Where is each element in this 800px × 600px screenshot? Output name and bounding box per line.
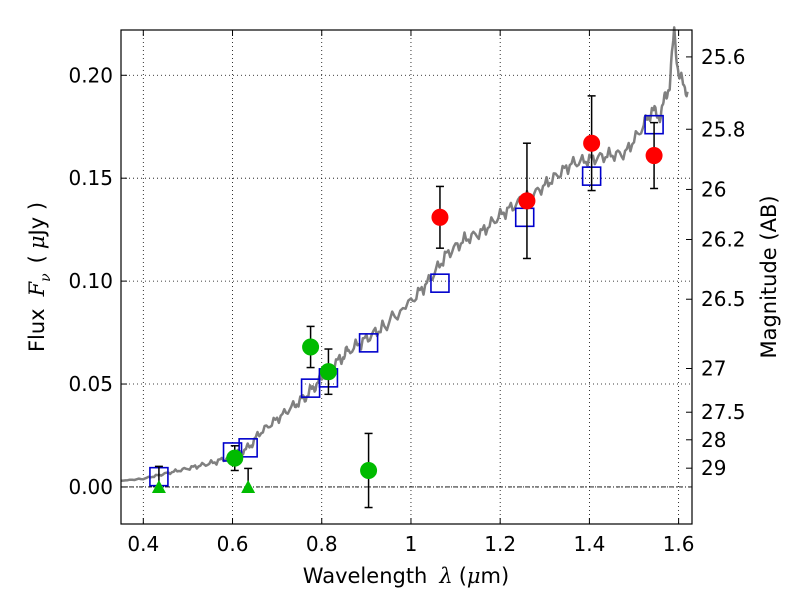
triangle-marker <box>241 479 256 493</box>
magnitude-tick-label: 27 <box>701 357 726 381</box>
circle-marker <box>302 338 320 356</box>
square-marker <box>430 273 450 293</box>
x-tick-label: 1.6 <box>663 532 695 556</box>
plot-frame <box>120 29 693 525</box>
square-marker <box>238 438 258 458</box>
spectrum-polyline <box>120 26 689 483</box>
magnitude-tick-label: 25.8 <box>701 117 746 141</box>
grid-lines <box>121 30 692 524</box>
x-tick-label: 0.8 <box>306 532 338 556</box>
circle-marker <box>583 134 601 152</box>
x-tick-label: 1.4 <box>573 532 605 556</box>
circle-marker <box>431 208 449 226</box>
magnitude-tick-label: 28 <box>701 428 726 452</box>
x-tick-label: 0.4 <box>127 532 159 556</box>
y-axis-label: FluxFν(μJy ) <box>25 202 54 352</box>
square-marker <box>514 207 535 228</box>
magnitude-axis-label: Magnitude (AB) <box>757 195 781 358</box>
axis-ticks: 0.4 0.6 0.8 1 1.2 1.4 1.6 0.00 0.05 0.10 0.15 0.20 2… <box>68 30 746 556</box>
magnitude-tick-label: 26.2 <box>701 227 746 251</box>
circle-marker <box>360 461 378 479</box>
magnitude-tick-label: 25.6 <box>701 45 746 69</box>
magnitude-tick-label: 27.5 <box>701 400 746 424</box>
magnitude-tick-label: 26 <box>701 177 726 201</box>
x-tick-label: 0.6 <box>217 532 249 556</box>
circle-marker <box>226 449 244 467</box>
data-series <box>149 95 664 509</box>
spectrum-line <box>120 26 689 483</box>
triangle-marker <box>151 479 166 493</box>
y-tick-label: 0.05 <box>68 372 113 396</box>
square-marker <box>300 378 321 398</box>
magnitude-tick-label: 29 <box>701 456 726 480</box>
square-marker <box>358 333 379 353</box>
x-axis-label: Wavelength λ (μm) <box>303 564 509 588</box>
magnitude-tick-label: 26.5 <box>701 287 746 311</box>
y-tick-label: 0.00 <box>68 475 113 499</box>
y-tick-label: 0.15 <box>68 166 113 190</box>
circle-marker <box>518 192 536 210</box>
y-tick-label: 0.10 <box>68 269 113 293</box>
y-tick-label: 0.20 <box>68 63 113 87</box>
circle-marker <box>645 147 663 165</box>
x-tick-label: 1.2 <box>484 532 516 556</box>
x-tick-label: 1 <box>405 532 418 556</box>
circle-marker <box>319 363 337 381</box>
